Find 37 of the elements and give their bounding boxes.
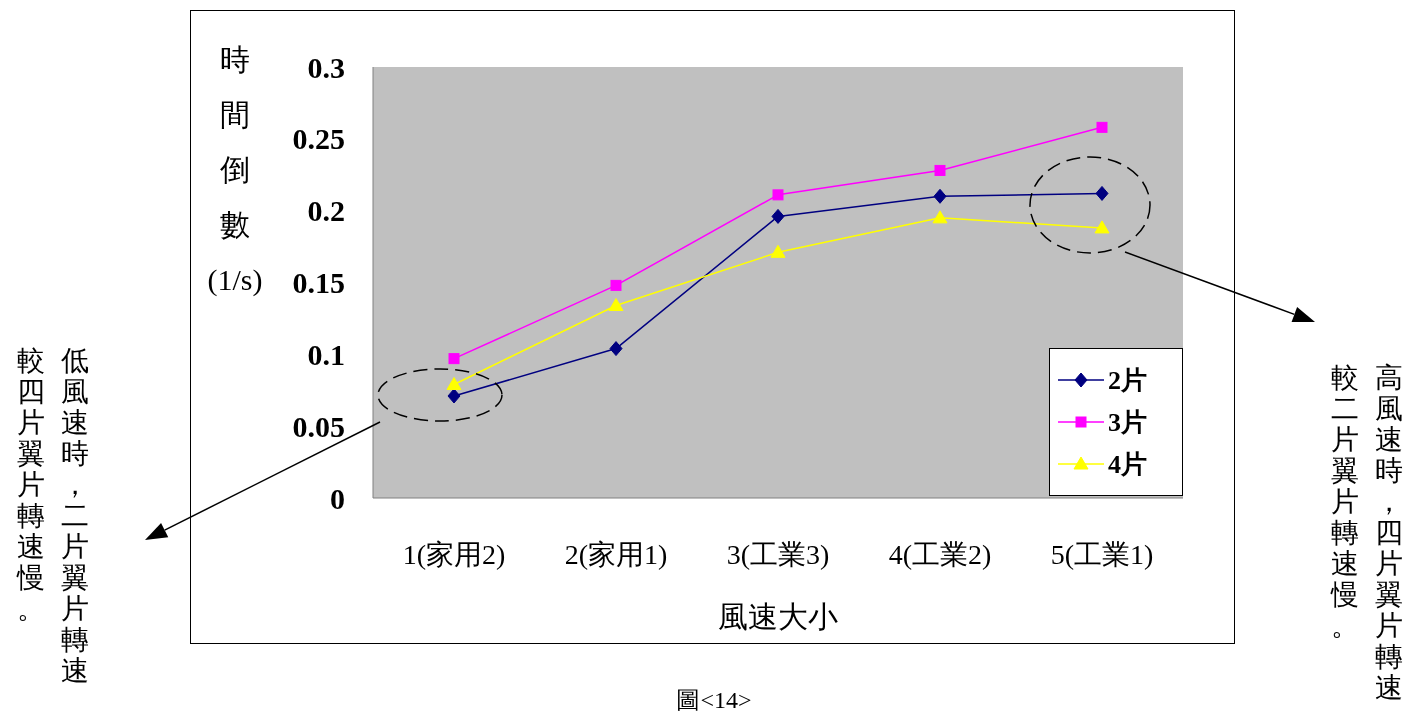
x-tick-label: 3(工業3) — [726, 539, 830, 570]
point — [448, 353, 460, 365]
point — [610, 279, 622, 291]
point — [933, 188, 947, 204]
x-tick-label: 2(家用1) — [564, 539, 668, 570]
y-tick-label: 0.15 — [292, 266, 345, 300]
point — [447, 388, 461, 404]
y-tick-label: 0.2 — [307, 194, 345, 228]
point — [932, 210, 948, 224]
point — [772, 189, 784, 201]
point — [608, 297, 624, 311]
text: 高風速時，四片翼片轉速 — [1375, 362, 1403, 703]
text: 圖<14> — [676, 687, 752, 713]
point — [934, 164, 946, 176]
point — [609, 341, 623, 357]
y-tick-label: 0 — [330, 481, 345, 515]
legend-label: 2片 — [1108, 364, 1147, 397]
y-tick-label: 0.1 — [307, 337, 345, 371]
x-axis-title: 風速大小 — [718, 600, 838, 633]
text: 較四片翼片轉速慢。 — [17, 345, 45, 624]
y-tick-label: 0.25 — [292, 122, 345, 156]
point — [1095, 185, 1109, 201]
y-axis-title: 時間倒數(1/s) — [206, 42, 264, 298]
text: 較二片翼片轉速慢。 — [1331, 362, 1359, 641]
x-tick-label: 5(工業1) — [1050, 539, 1154, 570]
legend-label: 3片 — [1108, 406, 1147, 439]
y-tick-label: 0.05 — [292, 409, 345, 443]
x-tick-label: 4(工業2) — [888, 539, 992, 570]
y-tick-label: 0.3 — [307, 50, 345, 84]
point — [1094, 220, 1110, 234]
point — [1096, 121, 1108, 133]
text: 低風速時，二片翼片轉速 — [61, 345, 89, 686]
point — [446, 377, 462, 390]
point — [770, 244, 786, 258]
x-tick-label: 1(家用2) — [402, 539, 506, 570]
legend-label: 4片 — [1108, 448, 1147, 481]
point — [771, 208, 785, 224]
